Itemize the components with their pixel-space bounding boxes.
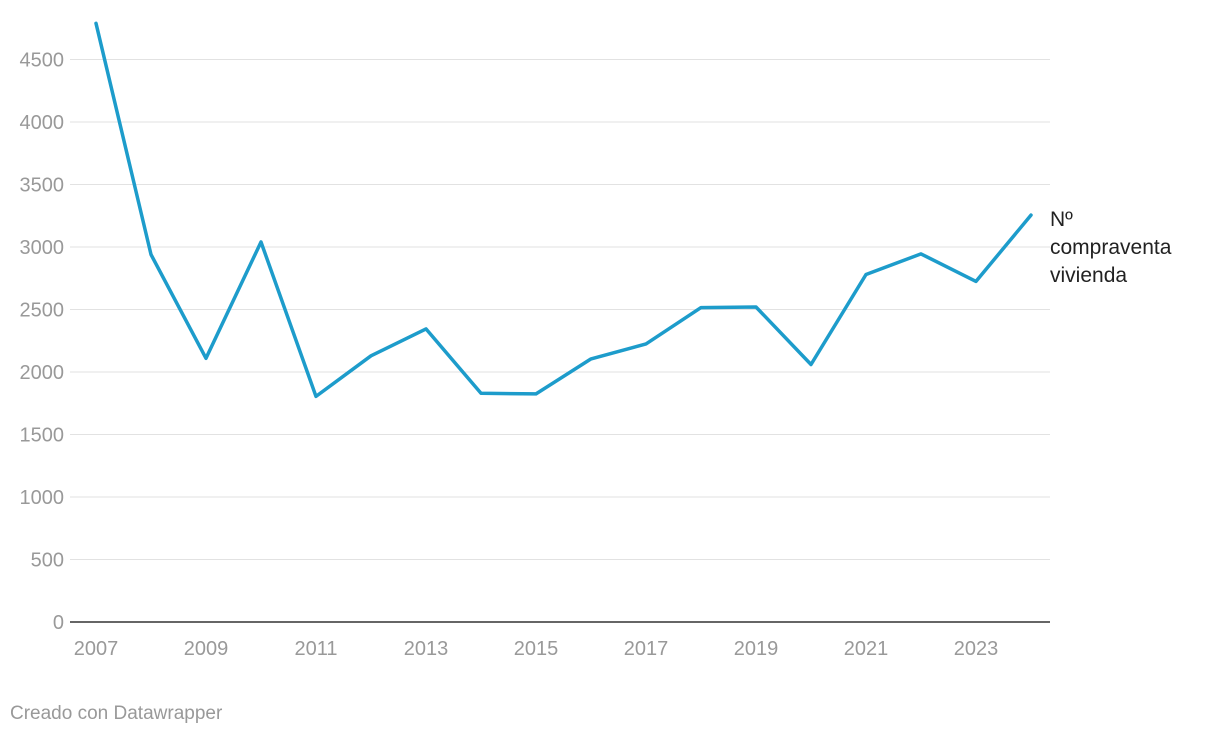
chart-svg: 0 500 1000 1500 2000 2500 3000 3500 4000 4500 200…	[20, 21, 1172, 660]
y-axis-ticks: 0 500 1000 1500 2000 2500 3000 3500 4000 4500	[20, 50, 65, 635]
x-tick-label: 2023	[954, 638, 999, 660]
y-tick-label: 3000	[20, 237, 65, 259]
x-axis-ticks: 2007 2009 2011 2013 2015 2017 2019 2021 2023	[74, 638, 999, 660]
series-label: Nº	[1050, 208, 1073, 231]
y-tick-label: 0	[53, 612, 64, 634]
series-label-layer: Nº compraventa vivienda	[1050, 208, 1172, 287]
x-tick-label: 2007	[74, 638, 119, 660]
series-line	[94, 21, 1033, 399]
credit-footer: Creado con Datawrapper	[10, 703, 223, 724]
x-tick-label: 2017	[624, 638, 669, 660]
y-tick-label: 500	[31, 550, 64, 572]
y-tick-label: 2000	[20, 362, 65, 384]
y-tick-label: 1000	[20, 487, 65, 509]
series-label: vivienda	[1050, 264, 1127, 287]
series-label: compraventa	[1050, 236, 1172, 259]
y-tick-label: 2500	[20, 300, 65, 322]
x-tick-label: 2009	[184, 638, 229, 660]
x-tick-label: 2015	[514, 638, 559, 660]
y-tick-label: 4000	[20, 112, 65, 134]
x-tick-label: 2011	[294, 638, 337, 660]
x-tick-label: 2019	[734, 638, 779, 660]
y-tick-label: 1500	[20, 425, 65, 447]
y-tick-label: 3500	[20, 175, 65, 197]
x-tick-label: 2021	[844, 638, 889, 660]
x-tick-label: 2013	[404, 638, 449, 660]
grid-lines	[70, 59, 1050, 623]
series-layer	[94, 21, 1033, 399]
y-tick-label: 4500	[20, 50, 65, 72]
